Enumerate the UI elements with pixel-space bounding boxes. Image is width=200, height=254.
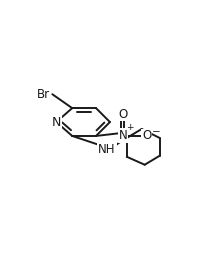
Text: Br: Br bbox=[37, 88, 50, 101]
Text: N: N bbox=[118, 130, 127, 142]
Text: NH: NH bbox=[98, 143, 116, 156]
Text: O: O bbox=[142, 130, 151, 142]
Text: O: O bbox=[118, 108, 127, 121]
Text: +: + bbox=[126, 123, 134, 132]
Text: N: N bbox=[52, 116, 61, 129]
Text: −: − bbox=[152, 127, 160, 137]
